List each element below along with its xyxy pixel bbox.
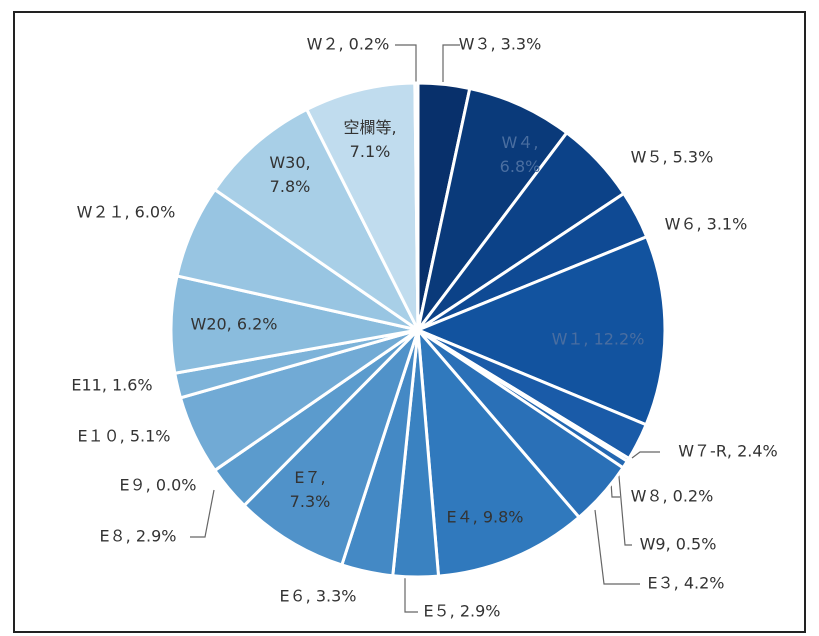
data-label: W30, 7.8% <box>269 153 310 196</box>
slice <box>416 325 582 578</box>
label-line: W４, <box>502 133 539 152</box>
data-label: W20, 6.2% <box>191 315 278 334</box>
label-line: 空欄等, <box>343 118 396 137</box>
data-label: E６, 3.3% <box>280 587 357 606</box>
label-line: 6.8% <box>500 157 541 176</box>
data-label: W１, 12.2% <box>552 330 645 349</box>
data-label: W３, 3.3% <box>459 35 542 54</box>
data-label: E５, 2.9% <box>424 602 501 621</box>
data-label: E９, 0.0% <box>120 476 197 495</box>
leader-lines <box>190 44 660 613</box>
data-label: W６, 3.1% <box>665 215 748 234</box>
data-label: E４, 9.8% <box>447 508 524 527</box>
data-label: W9, 0.5% <box>640 535 717 554</box>
data-label: W５, 5.3% <box>631 148 714 167</box>
label-line: 7.3% <box>290 492 331 511</box>
slice <box>416 86 569 331</box>
data-label: E11, 1.6% <box>71 376 152 395</box>
slice <box>242 328 420 567</box>
label-line: 7.8% <box>270 177 311 196</box>
data-label: E７, 7.3% <box>290 468 331 511</box>
data-label: W２, 0.2% <box>307 35 390 54</box>
data-label: W８, 0.2% <box>631 487 714 506</box>
label-line: 7.1% <box>350 142 391 161</box>
data-label: E３, 4.2% <box>648 574 725 593</box>
data-label: E１０, 5.1% <box>78 427 171 446</box>
data-label: W２１, 6.0% <box>77 203 176 222</box>
data-label: W７-R, 2.4% <box>678 442 778 461</box>
slice <box>413 81 420 331</box>
label-line: W30, <box>269 153 310 172</box>
data-label: W４, 6.8% <box>500 133 541 176</box>
slice <box>414 234 667 427</box>
data-label: E８, 2.9% <box>100 527 177 546</box>
slice <box>304 81 420 331</box>
label-line: E７, <box>294 468 325 487</box>
slice <box>212 107 420 332</box>
data-label: 空欄等, 7.1% <box>343 118 396 161</box>
